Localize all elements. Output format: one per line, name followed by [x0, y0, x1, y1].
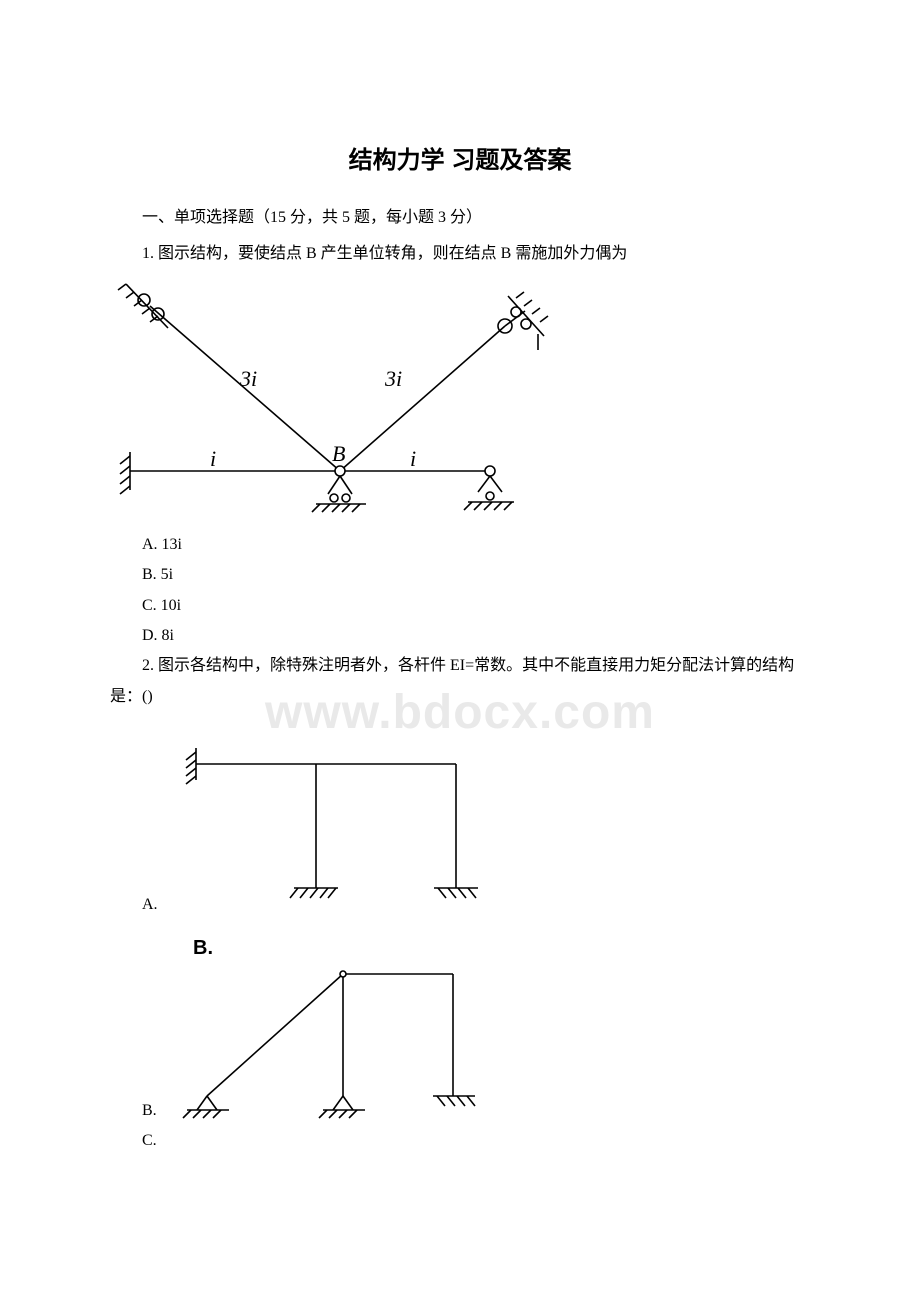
q2-opt-b-svg: B.: [165, 926, 485, 1126]
q2-opt-c-label: C.: [110, 1126, 810, 1156]
page: 结构力学 习题及答案 一、单项选择题（15 分，共 5 题，每小题 3 分） 1…: [0, 0, 920, 1302]
q2-b-bold: B.: [193, 937, 213, 959]
q1-label-3i-left: 3i: [239, 366, 257, 391]
q2-opt-a-row: A.: [110, 730, 810, 920]
q1-opt-b: B. 5i: [110, 560, 810, 590]
q1-text: 1. 图示结构，要使结点 B 产生单位转角，则在结点 B 需施加外力偶为: [110, 239, 810, 269]
q2-text: 2. 图示各结构中，除特殊注明者外，各杆件 EI=常数。其中不能直接用力矩分配法…: [110, 651, 810, 712]
q1-opt-d: D. 8i: [110, 621, 810, 651]
q1-svg: 3i 3i i i B: [110, 276, 570, 526]
q1-label-b: B: [332, 441, 345, 466]
q1-label-3i-right: 3i: [384, 366, 402, 391]
page-title: 结构力学 习题及答案: [110, 140, 810, 175]
q2-opt-b-row: B. B.: [110, 926, 810, 1126]
q1-opt-c: C. 10i: [110, 591, 810, 621]
q1-figure: 3i 3i i i B: [110, 276, 810, 526]
q1-opt-a: A. 13i: [110, 530, 810, 560]
q2-opt-a-svg: [166, 730, 486, 920]
q1-label-i-left: i: [210, 446, 216, 471]
section-intro: 一、单项选择题（15 分，共 5 题，每小题 3 分）: [110, 203, 810, 233]
q1-label-i-right: i: [410, 446, 416, 471]
q2-opt-a-label: A.: [110, 890, 158, 920]
q2-opt-b-label: B.: [110, 1096, 157, 1126]
